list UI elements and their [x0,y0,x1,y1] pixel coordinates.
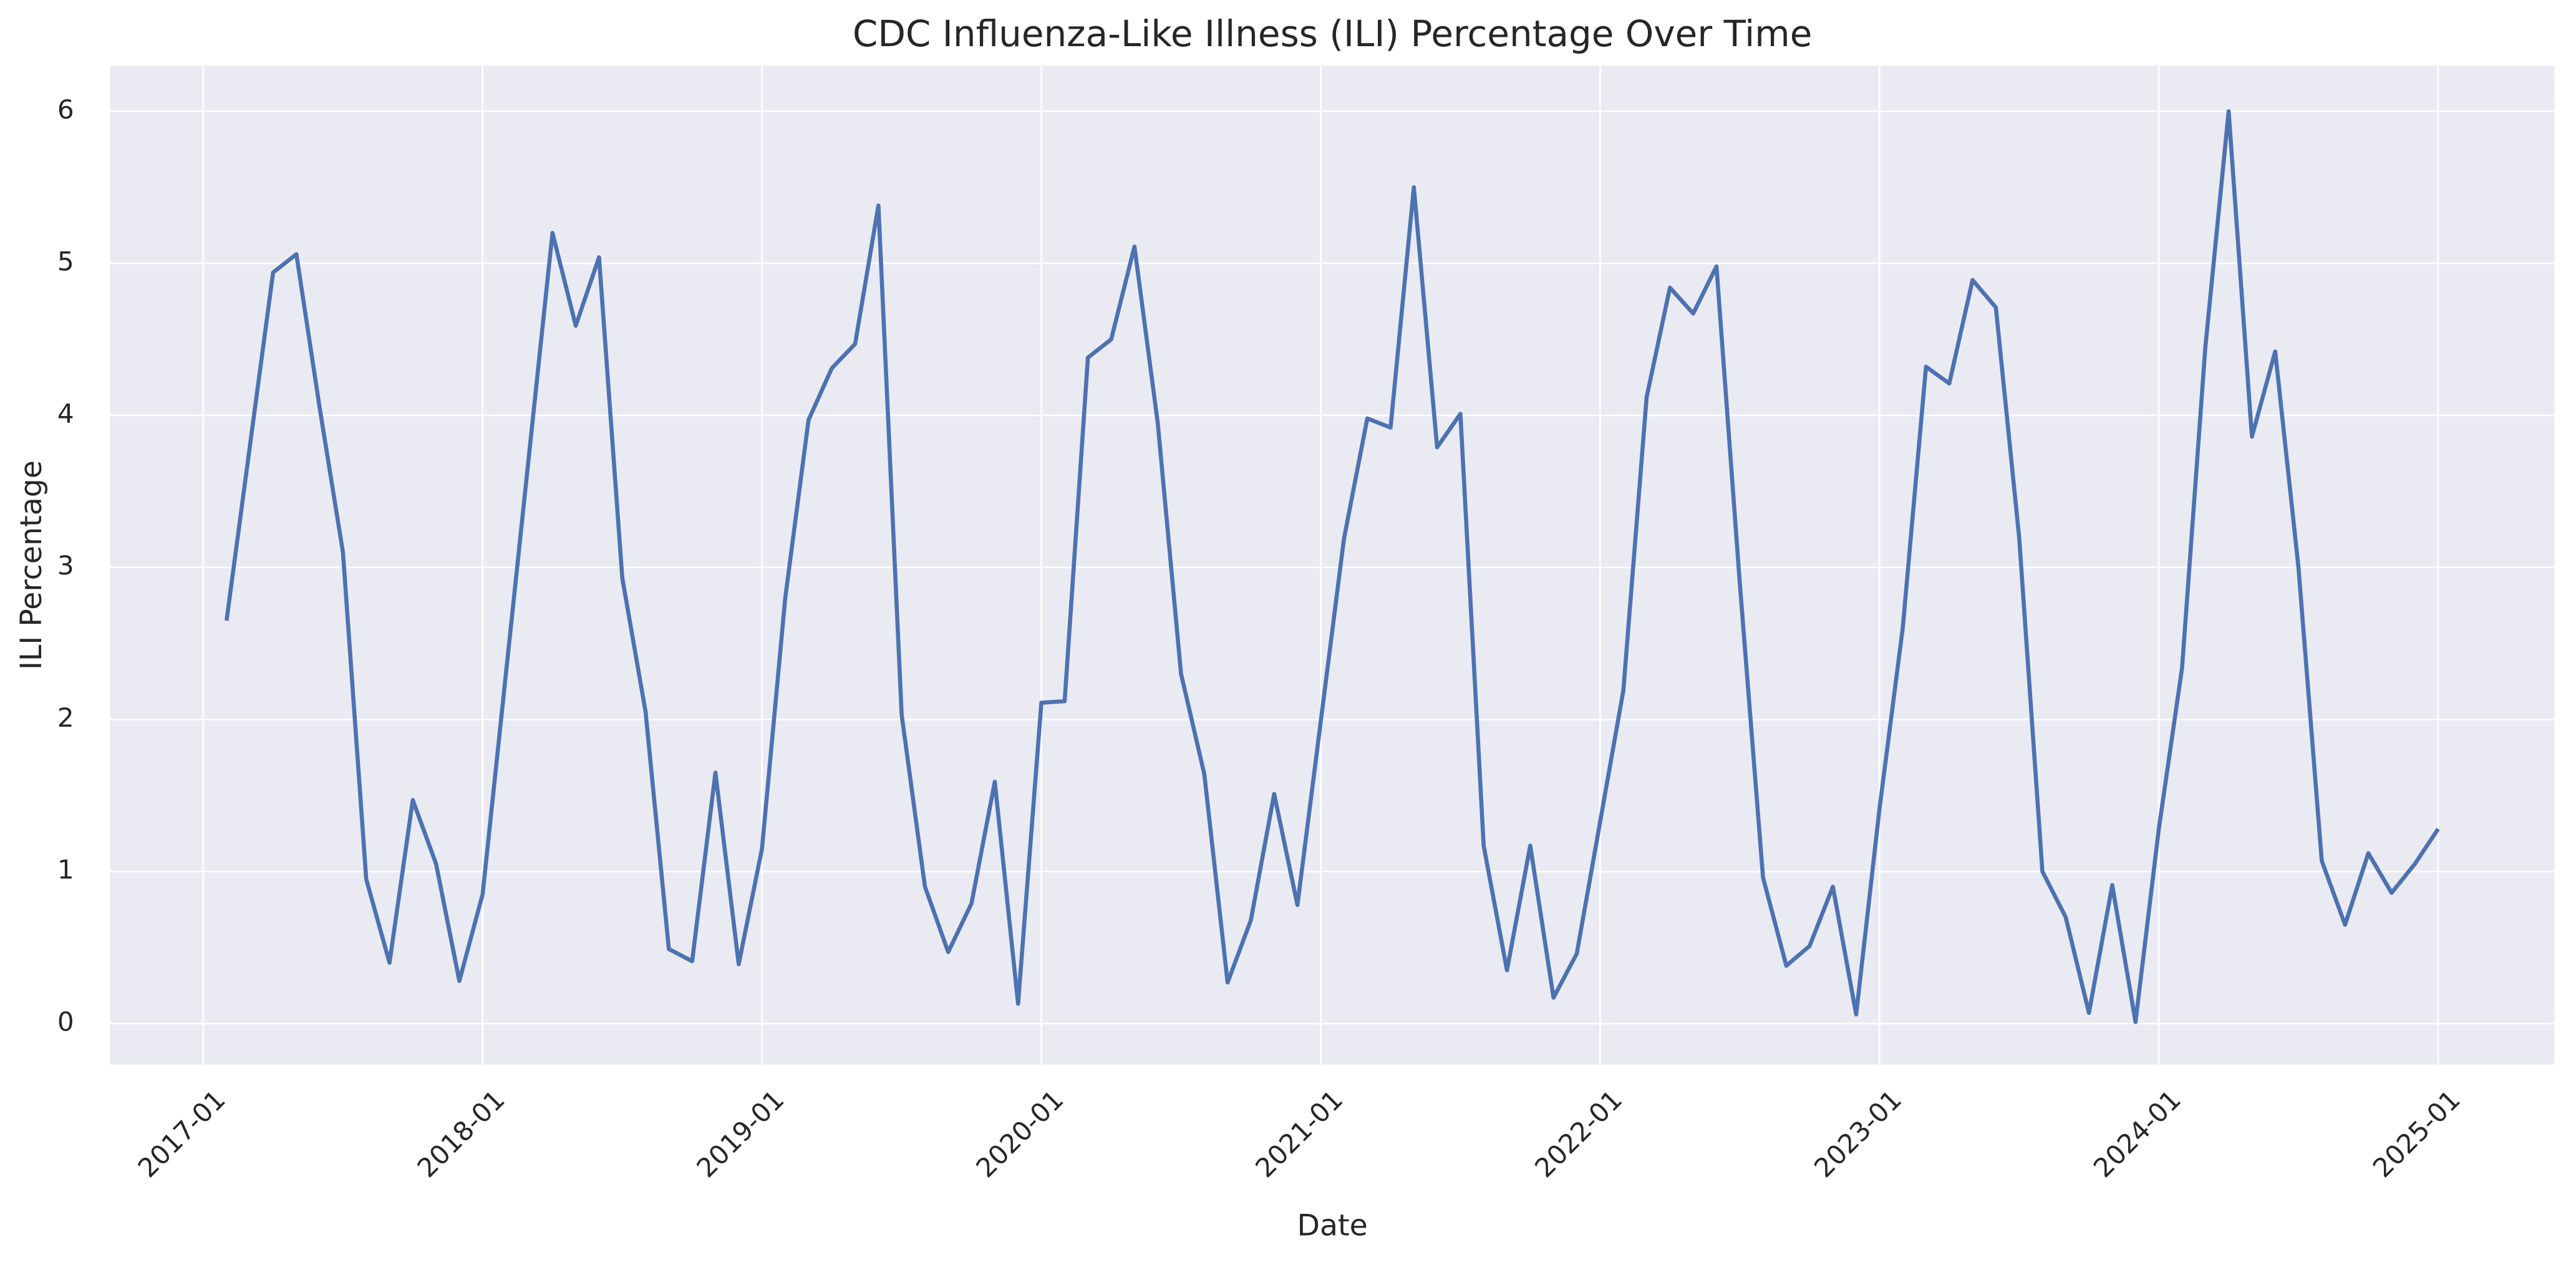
y-tick-label: 5 [57,246,74,277]
line [224,109,2440,1024]
y-tick-label: 1 [57,855,74,885]
y-tick-label: 3 [57,550,74,581]
chart-title: CDC Influenza-Like Illness (ILI) Percent… [853,12,1812,55]
y-tick-label: 6 [57,94,74,125]
y-axis-label: ILI Percentage [14,460,49,670]
y-tick-label: 0 [57,1006,74,1037]
y-tick-label: 2 [57,702,74,733]
x-axis-label: Date [1297,1208,1367,1243]
y-tick-label: 4 [57,398,74,429]
